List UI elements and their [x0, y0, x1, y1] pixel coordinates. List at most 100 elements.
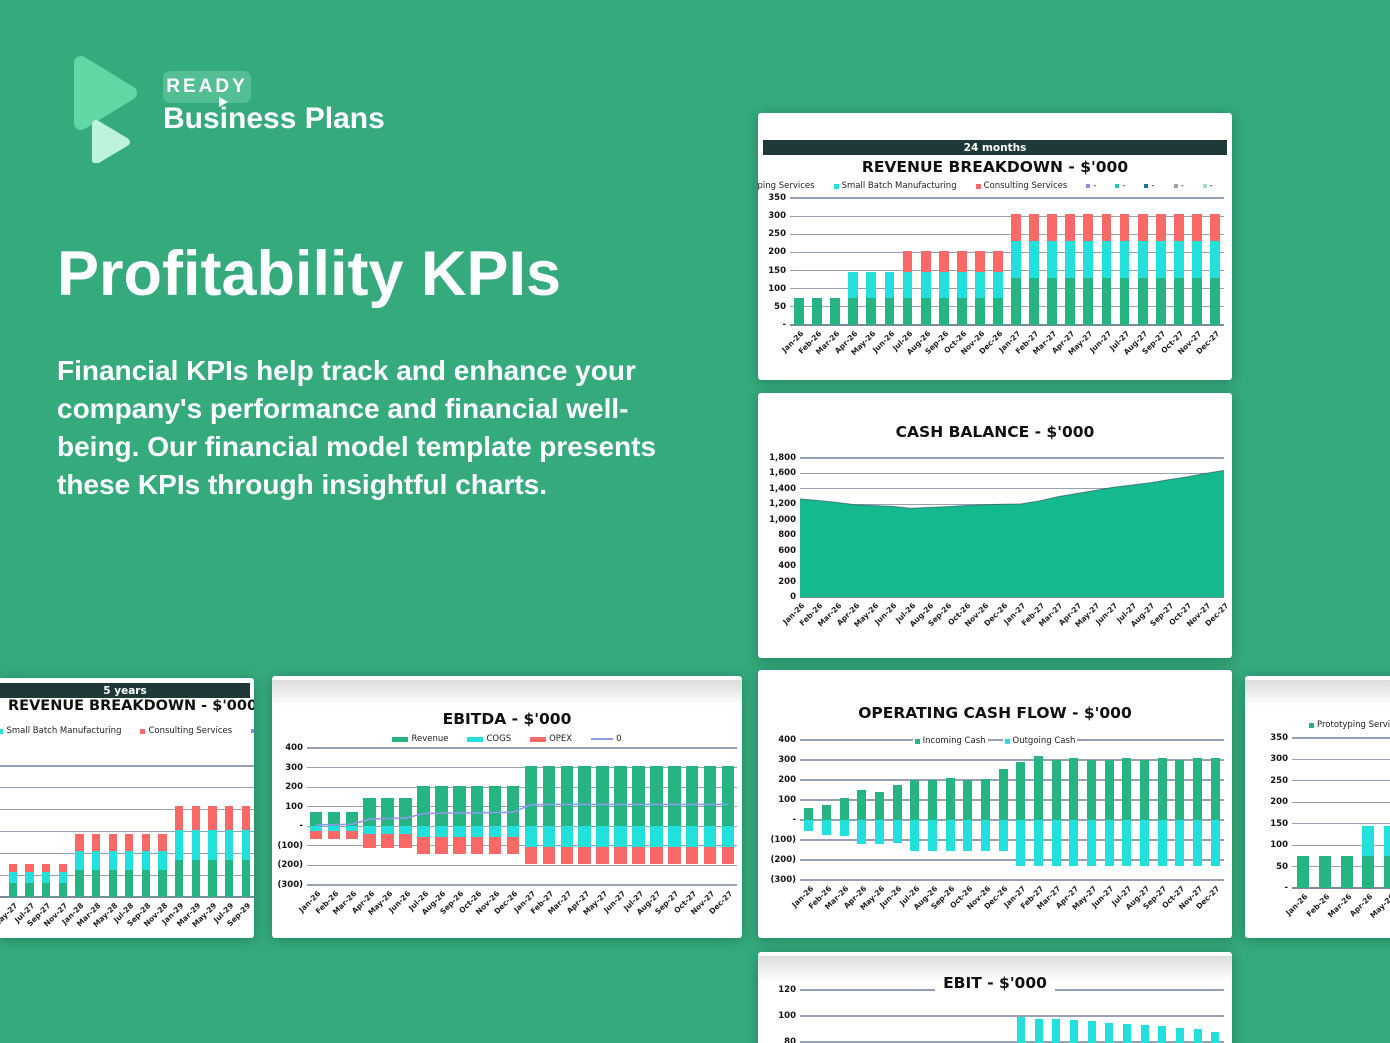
bar-segment — [822, 820, 831, 835]
bar-segment — [1083, 240, 1094, 278]
y-tick-label: (300) — [770, 875, 796, 885]
chart-title: REVENUE BREAKDOWN - $'000 — [758, 158, 1232, 176]
bar-segment — [1083, 277, 1094, 325]
bar-segment — [596, 766, 609, 827]
bar-segment — [1173, 240, 1184, 278]
bar-segment — [42, 882, 51, 897]
gridline — [800, 879, 1224, 881]
bar-segment — [158, 850, 167, 870]
bar-segment — [703, 766, 717, 827]
bar-segment — [191, 830, 200, 860]
bar-segment — [804, 820, 814, 831]
gridline — [1292, 780, 1390, 782]
chart-title: EBIT - $'000 — [758, 974, 1232, 992]
chart-title: REVENUE BREAKDOWN - $'000 — [0, 698, 254, 714]
bar-segment — [524, 846, 538, 865]
gridline — [0, 830, 254, 833]
y-tick-label: - — [792, 815, 796, 825]
bar-segment — [650, 846, 663, 865]
bar-segment — [1122, 758, 1132, 820]
gridline — [800, 1041, 1224, 1043]
bar-segment — [721, 826, 735, 847]
bar-segment — [399, 826, 412, 835]
legend-item: Consulting Services — [138, 726, 235, 736]
bar-segment — [191, 859, 200, 897]
legend-item: 0 — [589, 734, 624, 744]
bar-segment — [632, 846, 645, 865]
bar-segment — [141, 834, 151, 851]
bar-segment — [417, 837, 430, 854]
gridline — [307, 766, 737, 769]
legend-swatch — [140, 728, 146, 734]
bar-segment — [794, 297, 804, 325]
bar-segment — [1191, 240, 1202, 278]
bar-segment — [1016, 820, 1026, 866]
bar-segment — [560, 846, 573, 865]
bar-segment — [1155, 240, 1166, 278]
bar-segment — [963, 820, 973, 851]
y-tick-label: (100) — [277, 840, 303, 851]
bar-segment — [1029, 213, 1040, 241]
bar-segment — [241, 859, 250, 897]
bar-segment — [1101, 213, 1112, 241]
bar-segment — [1083, 213, 1094, 241]
bar-segment — [241, 806, 250, 831]
legend-item: - — [249, 726, 254, 736]
bar-segment — [1065, 277, 1076, 325]
y-tick-label: 100 — [778, 1011, 796, 1021]
chart-plot: 350 300 250 200 150 100 50- Jan-26 Feb-26 Mar-26 A… — [768, 193, 1224, 357]
bar-segment — [938, 297, 949, 325]
bar-segment — [848, 272, 859, 298]
page-title: Profitability KPIs — [57, 239, 562, 309]
y-tick-label: 300 — [778, 755, 796, 765]
legend-swatch — [251, 729, 254, 733]
bar-segment — [993, 250, 1003, 273]
bar-segment — [945, 778, 955, 820]
legend-item: - — [1142, 181, 1157, 191]
bar-segment — [309, 811, 323, 827]
legend-swatch — [591, 738, 614, 740]
gridline — [1292, 758, 1390, 761]
chart-legend: Revenue COGS OPEX 0 — [272, 734, 742, 744]
legend-swatch — [467, 736, 484, 742]
legend-label: Prototyping Services — [1317, 720, 1390, 730]
bar-segment — [506, 837, 520, 854]
bar-segment — [191, 806, 200, 831]
bar-segment — [1047, 240, 1058, 278]
bar-segment — [560, 826, 573, 847]
y-tick-label: 100 — [1270, 840, 1288, 851]
chart-title: OPERATING CASH FLOW - $'000 — [758, 704, 1232, 722]
bar-segment — [108, 869, 117, 897]
bar-segment — [91, 869, 101, 897]
bar-segment — [1140, 820, 1149, 866]
bar-segment — [839, 798, 849, 820]
legend-item: - — [1171, 181, 1186, 191]
bar-segment — [75, 850, 84, 870]
bar-segment — [1011, 213, 1021, 241]
bar-segment — [42, 863, 51, 872]
play-logo-icon — [74, 56, 137, 163]
legend-swatch — [1202, 184, 1207, 188]
y-tick-label: 350 — [768, 193, 786, 203]
bar-segment — [945, 820, 955, 851]
gridline — [307, 786, 737, 788]
y-tick-label: 350 — [1270, 733, 1288, 743]
bar-segment — [524, 826, 538, 847]
bar-segment — [1318, 855, 1331, 888]
legend-item: Outgoing Cash — [1002, 736, 1078, 746]
y-tick-label: 1,800 — [769, 453, 796, 463]
bar-segment — [685, 826, 699, 847]
legend-label: Outgoing Cash — [1012, 736, 1076, 746]
y-tick-label: 100 — [778, 795, 796, 805]
bar-segment — [650, 826, 663, 847]
gridline — [790, 288, 1224, 290]
gridline — [790, 215, 1224, 217]
line-series — [316, 803, 728, 826]
bar-segment — [1384, 855, 1390, 888]
bar-segment — [1173, 213, 1184, 241]
y-tick-label: 200 — [285, 782, 303, 793]
bar-segment — [1105, 1022, 1114, 1043]
y-tick-label: 150 — [768, 265, 786, 276]
bar-segment — [956, 297, 967, 325]
legend-item: Incoming Cash — [912, 736, 988, 746]
